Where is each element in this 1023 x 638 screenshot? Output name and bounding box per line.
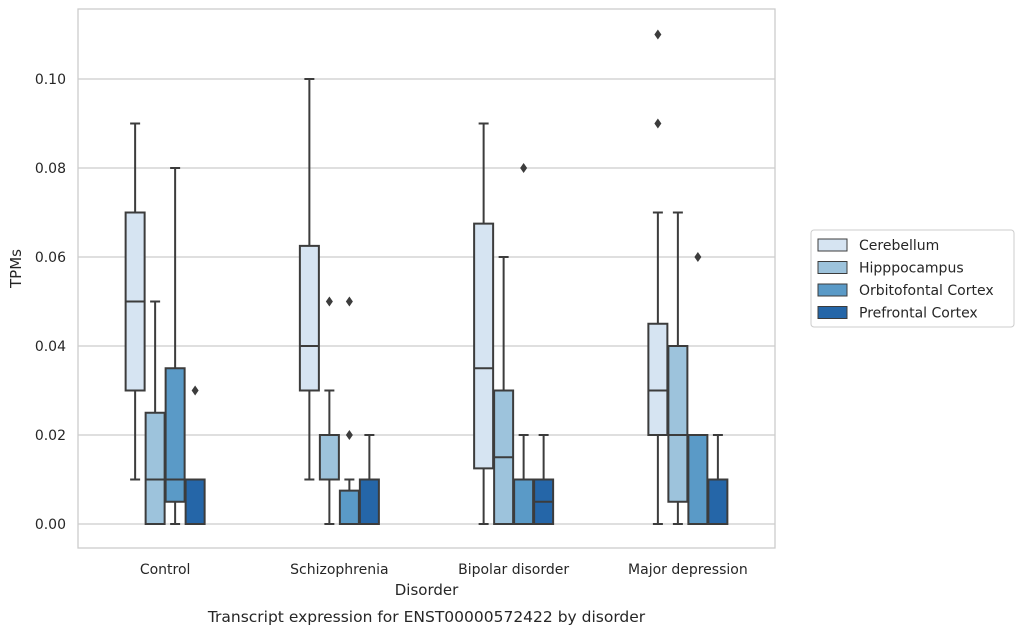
box-iqr bbox=[318, 434, 340, 481]
outlier-point bbox=[520, 163, 528, 173]
legend-label: Cerebellum bbox=[859, 238, 939, 254]
box-iqr bbox=[144, 411, 166, 525]
x-tick-label: Bipolar disorder bbox=[458, 562, 569, 578]
box-prefrontal-cortex bbox=[184, 385, 206, 525]
box-prefrontal-cortex bbox=[707, 434, 729, 525]
box-hipppocampus bbox=[144, 300, 166, 525]
outlier-point bbox=[654, 118, 662, 129]
box-iqr bbox=[513, 478, 535, 525]
box-cerebellum bbox=[647, 29, 669, 525]
chart-caption: Transcript expression for ENST0000057242… bbox=[207, 608, 646, 626]
box-iqr bbox=[184, 478, 206, 525]
x-axis-ticks: Control Schizophrenia Bipolar disorder Majo… bbox=[140, 562, 748, 578]
box-orbitofontal-cortex bbox=[687, 252, 709, 525]
y-tick-label: 0.00 bbox=[35, 517, 66, 533]
legend-swatch bbox=[817, 306, 848, 319]
y-axis-label: TPMs bbox=[7, 249, 25, 289]
legend-swatch bbox=[817, 283, 848, 297]
box-cerebellum bbox=[473, 122, 495, 525]
box-prefrontal-cortex bbox=[533, 434, 555, 525]
legend: Cerebellum Hipppocampus Orbitofontal Corte… bbox=[810, 229, 1015, 328]
box-orbitofontal-cortex bbox=[164, 167, 186, 525]
outlier-point bbox=[325, 296, 333, 307]
outlier-point bbox=[345, 430, 353, 440]
box-iqr bbox=[707, 478, 729, 525]
legend-label: Hipppocampus bbox=[859, 261, 964, 277]
x-axis-label: Disorder bbox=[395, 581, 459, 599]
y-tick-label: 0.02 bbox=[35, 428, 66, 444]
box-iqr bbox=[687, 434, 709, 525]
x-tick-label: Schizophrenia bbox=[290, 562, 388, 578]
box-iqr bbox=[647, 322, 669, 436]
y-tick-label: 0.08 bbox=[35, 161, 66, 177]
box-iqr bbox=[298, 244, 320, 392]
outlier-point bbox=[654, 29, 662, 40]
box-iqr bbox=[473, 222, 495, 470]
x-tick-label: Major depression bbox=[628, 562, 748, 578]
y-tick-label: 0.04 bbox=[35, 339, 66, 355]
box-orbitofontal-cortex bbox=[513, 163, 535, 525]
y-tick-label: 0.10 bbox=[35, 72, 66, 88]
box-orbitofontal-cortex bbox=[338, 296, 360, 525]
outlier-point bbox=[345, 296, 353, 307]
box-plot-series bbox=[124, 29, 729, 525]
outlier-point bbox=[694, 252, 702, 262]
legend-frame bbox=[810, 229, 1015, 328]
x-tick-label: Control bbox=[140, 562, 191, 578]
legend-label: Prefrontal Cortex bbox=[859, 306, 978, 322]
box-hipppocampus bbox=[667, 211, 689, 525]
box-hipppocampus bbox=[493, 256, 515, 525]
box-iqr bbox=[164, 367, 186, 503]
box-iqr bbox=[667, 345, 689, 503]
legend-label: Orbitofontal Cortex bbox=[859, 283, 994, 299]
box-iqr bbox=[358, 478, 380, 525]
legend-swatch bbox=[817, 261, 848, 274]
legend-swatch bbox=[817, 238, 848, 252]
y-tick-label: 0.06 bbox=[35, 250, 66, 266]
box-cerebellum bbox=[124, 122, 146, 481]
box-iqr bbox=[338, 489, 360, 525]
y-axis-ticks: 0.00 0.02 0.04 0.06 0.08 0.10 bbox=[35, 72, 66, 533]
box-cerebellum bbox=[298, 78, 320, 481]
plot-area-frame bbox=[77, 8, 776, 549]
outlier-point bbox=[191, 385, 199, 396]
box-hipppocampus bbox=[318, 296, 340, 525]
box-prefrontal-cortex bbox=[358, 434, 380, 525]
